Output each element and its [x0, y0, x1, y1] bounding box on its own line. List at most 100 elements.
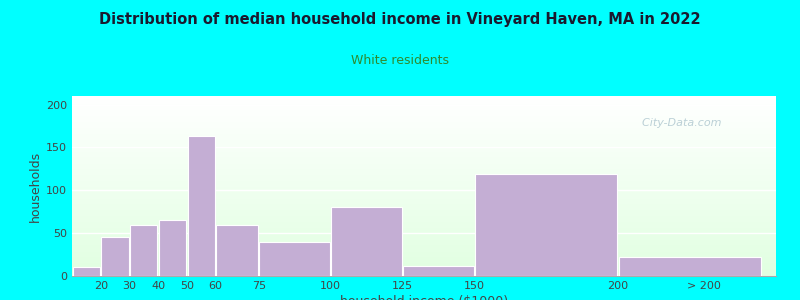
Bar [72, 152, 776, 153]
Bar [72, 125, 776, 126]
Bar [72, 221, 776, 222]
Bar [72, 187, 776, 188]
Bar [72, 102, 776, 103]
Bar [72, 191, 776, 192]
Bar [72, 201, 776, 202]
Bar [72, 141, 776, 142]
Bar [72, 167, 776, 168]
Bar [102, 237, 129, 276]
Bar [72, 151, 776, 152]
Bar [72, 197, 776, 198]
Bar [72, 222, 776, 223]
Bar [72, 129, 776, 130]
Bar [72, 117, 776, 118]
Bar [72, 143, 776, 144]
Bar [72, 149, 776, 150]
Bar [72, 144, 776, 145]
Bar [72, 231, 776, 232]
Bar [72, 126, 776, 127]
Bar [72, 148, 776, 149]
Bar [72, 180, 776, 181]
Bar [72, 169, 776, 170]
Bar [72, 200, 776, 201]
Bar [72, 254, 776, 255]
Bar [72, 267, 776, 268]
Bar [72, 212, 776, 213]
Bar [72, 156, 776, 157]
Bar [72, 225, 776, 226]
Bar [72, 112, 776, 113]
Bar [72, 185, 776, 186]
Bar [72, 131, 776, 132]
Bar [72, 253, 776, 254]
Bar [72, 217, 776, 218]
Text: Distribution of median household income in Vineyard Haven, MA in 2022: Distribution of median household income … [99, 12, 701, 27]
Bar [72, 194, 776, 195]
Bar [72, 162, 776, 163]
Bar [72, 192, 776, 193]
Bar [72, 174, 776, 175]
Bar [72, 100, 776, 101]
Bar [72, 265, 776, 266]
Bar [72, 175, 776, 176]
Bar [72, 128, 776, 129]
Bar [72, 137, 776, 138]
Y-axis label: households: households [29, 150, 42, 222]
Bar [72, 251, 776, 252]
Bar [72, 235, 776, 236]
Bar [72, 100, 776, 101]
Bar [72, 171, 776, 172]
Bar [72, 186, 776, 187]
Bar [72, 258, 776, 259]
Bar [72, 115, 776, 116]
Bar [72, 99, 776, 100]
Bar [72, 238, 776, 239]
Bar [72, 119, 776, 120]
Bar [72, 203, 776, 204]
Bar [72, 121, 776, 122]
Text: White residents: White residents [351, 54, 449, 67]
Bar [72, 260, 776, 261]
Bar [72, 181, 776, 182]
Bar [130, 225, 158, 276]
Bar [72, 214, 776, 215]
Bar [72, 209, 776, 210]
Bar [72, 132, 776, 133]
Bar [72, 273, 776, 274]
Bar [72, 198, 776, 199]
Bar [72, 232, 776, 233]
Bar [72, 184, 776, 185]
Bar [618, 257, 761, 276]
Bar [72, 249, 776, 250]
Bar [72, 207, 776, 208]
Bar [72, 179, 776, 180]
Bar [331, 207, 402, 276]
Bar [72, 155, 776, 156]
Bar [72, 223, 776, 224]
Bar [72, 104, 776, 105]
Bar [72, 227, 776, 228]
Bar [72, 218, 776, 219]
Bar [72, 199, 776, 200]
Bar [72, 236, 776, 237]
Bar [72, 134, 776, 135]
Bar [72, 133, 776, 134]
Bar [72, 118, 776, 119]
Bar [403, 266, 474, 276]
Bar [72, 113, 776, 114]
Bar [72, 244, 776, 245]
Bar [72, 202, 776, 203]
Bar [159, 220, 186, 276]
Bar [72, 161, 776, 162]
Bar [72, 248, 776, 249]
Bar [72, 122, 776, 123]
Bar [72, 234, 776, 235]
Bar [72, 213, 776, 214]
Bar [72, 173, 776, 174]
Bar [72, 262, 776, 263]
Bar [72, 166, 776, 167]
Text: City-Data.com: City-Data.com [635, 118, 722, 128]
Bar [72, 263, 776, 264]
Bar [72, 164, 776, 165]
Bar [72, 158, 776, 159]
